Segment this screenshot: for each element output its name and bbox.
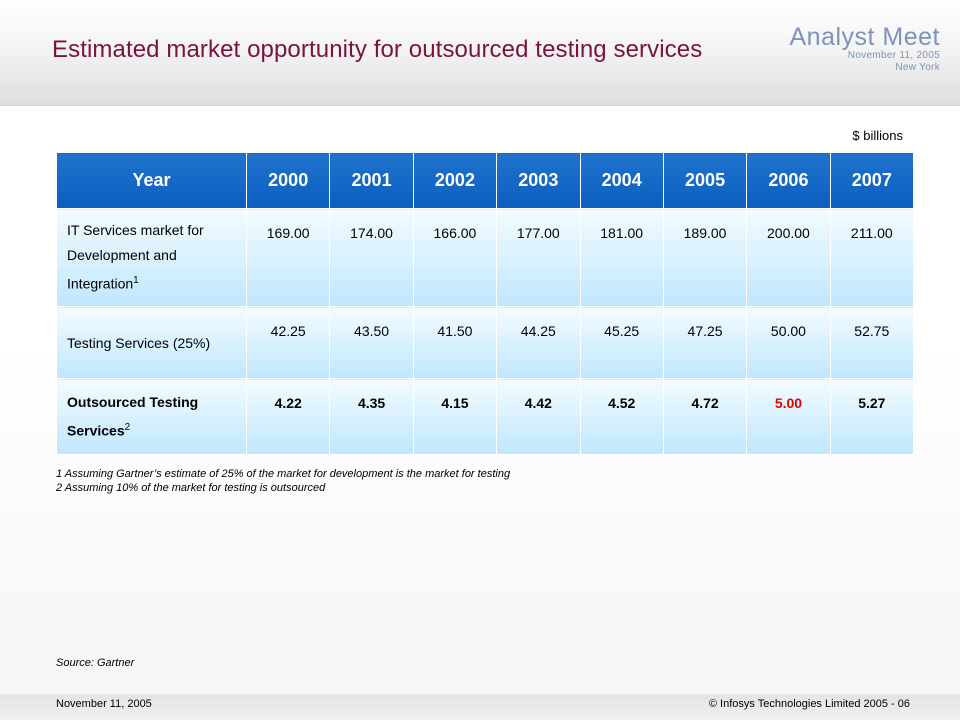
table-cell: 52.75 xyxy=(829,306,915,379)
table-cell: 4.42 xyxy=(496,378,581,455)
table-cell: 166.00 xyxy=(412,208,498,307)
table-cell: 44.25 xyxy=(496,306,581,379)
header-cell-2005: 2005 xyxy=(662,152,748,209)
table-cell: 189.00 xyxy=(662,208,748,307)
header-cell-2001: 2001 xyxy=(329,152,414,209)
brand-name: Analyst Meet xyxy=(789,23,940,51)
footnotes: 1 Assuming Gartner’s estimate of 25% of … xyxy=(56,467,510,495)
table-cell: 4.22 xyxy=(245,378,331,455)
table-cell: 4.35 xyxy=(329,378,414,455)
table-cell-highlighted: 5.00 xyxy=(746,378,831,455)
footnote-marker: 2 xyxy=(124,421,131,433)
footnote-1: 1 Assuming Gartner’s estimate of 25% of … xyxy=(56,468,511,480)
header-cell-2000: 2000 xyxy=(245,152,331,209)
header-cell-2002: 2002 xyxy=(412,152,498,209)
header-cell-2006: 2006 xyxy=(746,152,831,209)
brand-city: New York xyxy=(895,62,940,73)
brand-date: November 11, 2005 xyxy=(847,50,940,61)
footnote-marker: 1 xyxy=(133,275,139,287)
footer-date: November 11, 2005 xyxy=(56,698,152,710)
table-cell: 45.25 xyxy=(579,306,664,379)
row-label-it-services: IT Services market for Development and I… xyxy=(56,208,247,307)
table-cell: 200.00 xyxy=(746,208,831,307)
row-label-outsourced-testing: Outsourced Testing Services2 xyxy=(56,378,247,455)
table-cell: 43.50 xyxy=(329,306,414,379)
header-cell-2007: 2007 xyxy=(829,152,915,209)
row-label-text: IT Services market for Development and I… xyxy=(67,222,204,292)
table-header-row: Year 2000 2001 2002 2003 2004 2005 2006 … xyxy=(56,152,915,209)
table-cell: 4.52 xyxy=(579,378,664,455)
header-cell-2003: 2003 xyxy=(496,152,581,209)
footer-copyright: © Infosys Technologies Limited 2005 - 06 xyxy=(708,698,910,710)
table-cell: 5.27 xyxy=(829,378,915,455)
row-label-text: Testing Services (25%) xyxy=(67,335,211,351)
source-note: Source: Gartner xyxy=(56,657,135,669)
table-cell: 174.00 xyxy=(329,208,414,307)
row-label-testing-services: Testing Services (25%) xyxy=(56,306,247,379)
table-cell: 47.25 xyxy=(662,306,748,379)
header-cell-year: Year xyxy=(56,152,247,209)
table-cell: 42.25 xyxy=(245,306,331,379)
table-row-outsourced-testing: Outsourced Testing Services2 4.22 4.35 4… xyxy=(56,378,915,455)
page-title: Estimated market opportunity for outsour… xyxy=(52,36,703,63)
table-cell: 211.00 xyxy=(829,208,915,307)
table-cell: 4.15 xyxy=(412,378,498,455)
slide-header: Estimated market opportunity for outsour… xyxy=(0,0,960,106)
slide-footer: November 11, 2005 © Infosys Technologies… xyxy=(0,694,960,720)
table-cell: 41.50 xyxy=(412,306,498,379)
table-cell: 169.00 xyxy=(245,208,331,307)
table-cell: 4.72 xyxy=(662,378,748,455)
unit-label: $ billions xyxy=(852,128,903,143)
table-row-it-services: IT Services market for Development and I… xyxy=(56,208,915,307)
table-cell: 181.00 xyxy=(579,208,664,307)
table-cell: 50.00 xyxy=(746,306,831,379)
row-label-text: Outsourced Testing Services xyxy=(67,393,199,439)
table-cell: 177.00 xyxy=(496,208,581,307)
footnote-2: 2 Assuming 10% of the market for testing… xyxy=(56,482,326,494)
brand-block: Analyst Meet November 11, 2005 New York xyxy=(789,24,940,74)
market-table: Year 2000 2001 2002 2003 2004 2005 2006 … xyxy=(56,152,915,455)
table-row-testing-services: Testing Services (25%) 42.25 43.50 41.50… xyxy=(56,306,915,379)
header-cell-2004: 2004 xyxy=(579,152,664,209)
